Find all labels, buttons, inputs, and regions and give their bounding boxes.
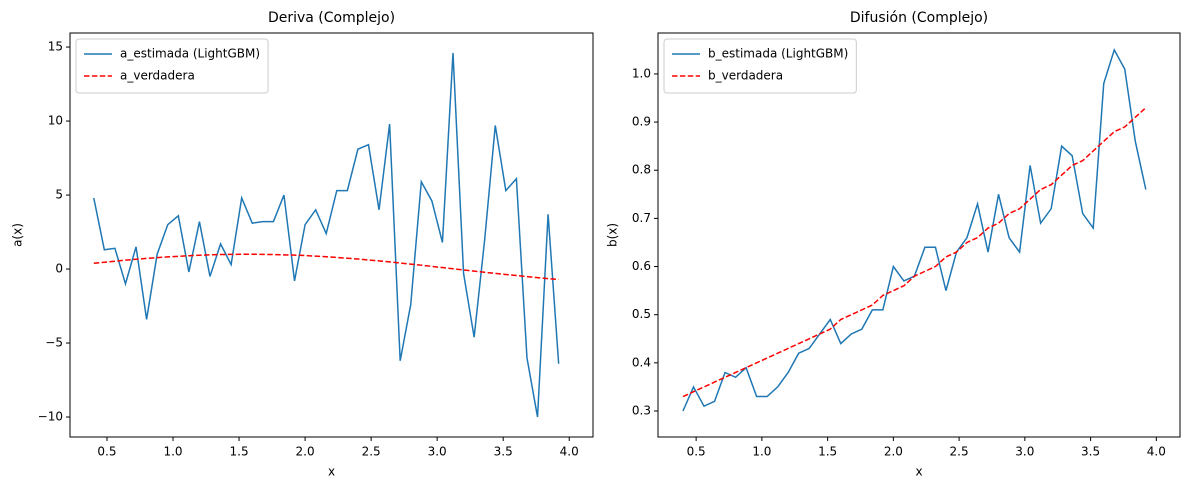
- chart-title: Difusión (Complejo): [850, 10, 988, 26]
- plot-area: [682, 47, 1147, 412]
- x-tick-label: 2.5: [950, 445, 969, 459]
- y-tick-label: −5: [45, 336, 63, 350]
- legend-frame: [75, 38, 269, 94]
- x-tick-label: 4.0: [1147, 445, 1166, 459]
- y-tick-label: 0.7: [632, 211, 651, 225]
- x-tick-label: 2.0: [296, 445, 315, 459]
- legend-label: b_estimada (LightGBM): [708, 47, 848, 61]
- x-tick-label: 3.5: [1081, 445, 1100, 459]
- legend-label: a_verdadera: [120, 69, 195, 83]
- y-tick-label: 15: [48, 40, 63, 54]
- x-tick-label: 3.0: [1015, 445, 1034, 459]
- x-tick-label: 2.0: [884, 445, 903, 459]
- series-line: [682, 107, 1147, 398]
- legend-frame: [663, 38, 857, 94]
- y-tick-label: 0.9: [632, 115, 651, 129]
- x-tick-label: 3.0: [428, 445, 447, 459]
- x-tick-label: 1.0: [752, 445, 771, 459]
- subplot: Deriva (Complejo) x a(x) 0.5 1.0 1.5 2.0 2.5 3.0…: [11, 10, 594, 479]
- legend-label: b_verdadera: [708, 69, 783, 83]
- x-tick-label: 4.0: [560, 445, 579, 459]
- x-tick-label: 1.5: [230, 445, 249, 459]
- y-tick-label: 5: [55, 188, 63, 202]
- x-tick-label: 1.5: [818, 445, 837, 459]
- x-axis-label: x: [915, 465, 922, 479]
- y-tick-label: 0.3: [632, 403, 651, 417]
- y-axis-label: b(x): [606, 223, 620, 247]
- x-tick-label: 3.5: [494, 445, 513, 459]
- legend: b_estimada (LightGBM) b_verdadera: [663, 38, 857, 94]
- series-line: [93, 253, 559, 281]
- x-tick-label: 1.0: [163, 445, 182, 459]
- y-tick-label: 0: [55, 262, 63, 276]
- x-tick-label: 0.5: [687, 445, 706, 459]
- y-tick-label: 0.4: [632, 355, 651, 369]
- series-line: [682, 47, 1147, 412]
- axes-frame: [69, 32, 594, 438]
- series-line: [93, 52, 560, 418]
- legend: a_estimada (LightGBM) a_verdadera: [75, 38, 269, 94]
- x-tick-label: 0.5: [97, 445, 116, 459]
- axes-frame: [657, 32, 1181, 438]
- y-axis-label: a(x): [11, 223, 25, 247]
- y-tick-label: 0.6: [632, 259, 651, 273]
- y-tick-label: −10: [38, 410, 63, 424]
- subplot: Difusión (Complejo) x b(x) 0.5 1.0 1.5 2.0 2.5 3…: [606, 10, 1181, 479]
- legend-label: a_estimada (LightGBM): [120, 47, 260, 61]
- x-tick-label: 2.5: [362, 445, 381, 459]
- chart-title: Deriva (Complejo): [268, 10, 395, 26]
- y-tick-label: 10: [48, 114, 63, 128]
- plot-area: [93, 52, 560, 418]
- y-tick-label: 1.0: [632, 66, 651, 80]
- y-tick-label: 0.8: [632, 163, 651, 177]
- y-tick-label: 0.5: [632, 307, 651, 321]
- x-axis-label: x: [328, 465, 335, 479]
